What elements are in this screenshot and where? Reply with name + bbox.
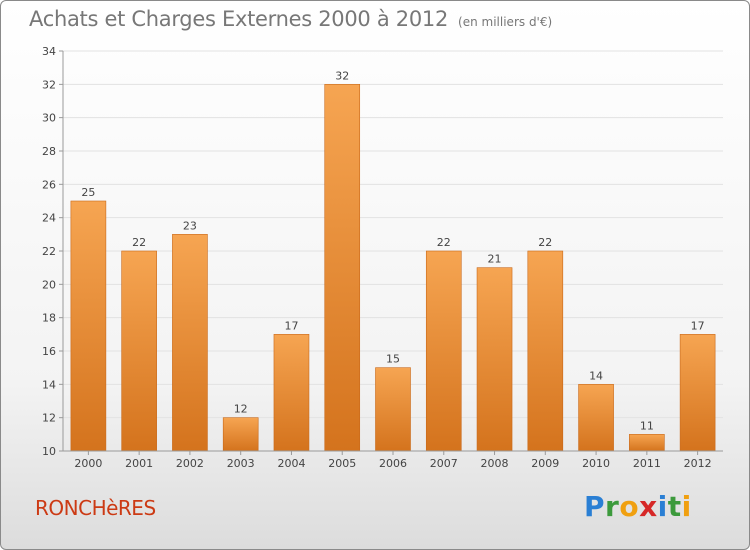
- logo-letter: x: [639, 490, 658, 523]
- data-label: 22: [132, 236, 146, 249]
- data-label: 32: [335, 69, 349, 82]
- y-tick-label: 24: [42, 212, 56, 225]
- y-tick-label: 18: [42, 312, 56, 325]
- bar: [375, 367, 411, 452]
- y-tick-label: 32: [42, 78, 56, 91]
- axes: [59, 50, 723, 455]
- x-tick-label: 2006: [379, 457, 407, 470]
- x-tick-label: 2012: [684, 457, 712, 470]
- data-label: 22: [538, 236, 552, 249]
- x-tick-label: 2000: [74, 457, 102, 470]
- x-tick-label: 2008: [481, 457, 509, 470]
- y-tick-label: 16: [42, 345, 56, 358]
- data-label: 11: [640, 419, 654, 432]
- data-label: 25: [81, 186, 95, 199]
- y-tick-label: 34: [42, 45, 56, 58]
- logo-letter: o: [619, 490, 640, 523]
- data-label: 23: [183, 219, 197, 232]
- logo-letter: P: [584, 490, 606, 523]
- chart-title: Achats et Charges Externes 2000 à 2012: [29, 7, 449, 31]
- bar: [679, 334, 716, 452]
- labels: 10 12 14 16 18 20 22 24 26 28 30 32 34 25 2000 22 2001 23…: [42, 45, 712, 470]
- bar: [425, 250, 462, 452]
- y-tick-label: 20: [42, 278, 56, 291]
- bar: [172, 234, 208, 452]
- logo-letter: i: [657, 490, 668, 523]
- data-label: 21: [488, 253, 502, 266]
- x-tick-label: 2009: [531, 457, 559, 470]
- data-label: 15: [386, 353, 400, 366]
- x-tick-label: 2007: [430, 457, 458, 470]
- bar: [121, 250, 157, 452]
- y-tick-label: 12: [42, 412, 56, 425]
- data-label: 14: [589, 369, 603, 382]
- y-tick-label: 28: [42, 145, 56, 158]
- x-tick-label: 2001: [125, 457, 153, 470]
- y-tick-label: 10: [42, 445, 56, 458]
- chart-unit: (en milliers d'€): [458, 15, 553, 29]
- x-tick-label: 2002: [176, 457, 204, 470]
- bar: [629, 434, 665, 452]
- city-name: RONCHèRES: [35, 496, 156, 520]
- y-tick-label: 14: [42, 378, 56, 391]
- bar: [324, 84, 361, 452]
- x-tick-label: 2004: [277, 457, 305, 470]
- bar: [222, 417, 259, 452]
- x-tick-label: 2011: [633, 457, 661, 470]
- bar: [527, 250, 564, 452]
- y-tick-label: 26: [42, 178, 56, 191]
- bars: [70, 84, 716, 452]
- bar: [273, 334, 310, 452]
- logo-letter: t: [667, 490, 682, 523]
- data-label: 22: [437, 236, 451, 249]
- logo-letter: r: [605, 490, 620, 523]
- data-label: 17: [691, 319, 705, 332]
- bar: [578, 384, 614, 452]
- proxiti-logo: Proxiti: [584, 490, 692, 523]
- x-tick-label: 2010: [582, 457, 610, 470]
- x-tick-label: 2003: [227, 457, 255, 470]
- logo-letter: i: [681, 490, 692, 523]
- bar: [476, 267, 513, 452]
- chart-header: Achats et Charges Externes 2000 à 2012 (e…: [29, 7, 552, 31]
- y-tick-label: 30: [42, 112, 56, 125]
- data-label: 12: [234, 403, 248, 416]
- bar: [70, 200, 107, 452]
- x-tick-label: 2005: [328, 457, 356, 470]
- data-label: 17: [284, 319, 298, 332]
- y-tick-label: 22: [42, 245, 56, 258]
